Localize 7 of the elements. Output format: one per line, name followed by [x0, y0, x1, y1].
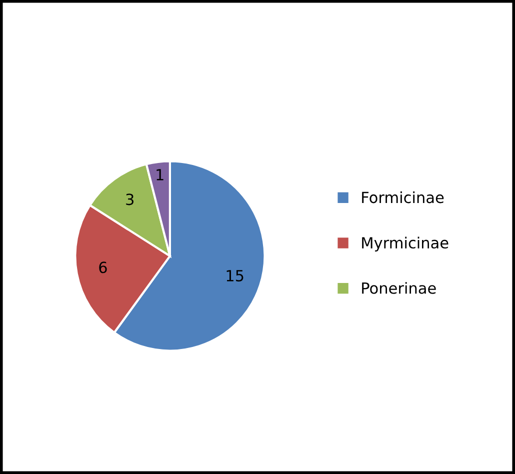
data-label: 15	[226, 270, 244, 282]
data-label: 1	[156, 169, 164, 180]
data-label: 3	[126, 194, 134, 206]
legend-label: Myrmicinae	[362, 236, 448, 252]
data-label: 6	[99, 262, 107, 274]
legend-label: Formicinae	[362, 191, 444, 204]
legend-label: Ponerinae	[362, 282, 436, 294]
